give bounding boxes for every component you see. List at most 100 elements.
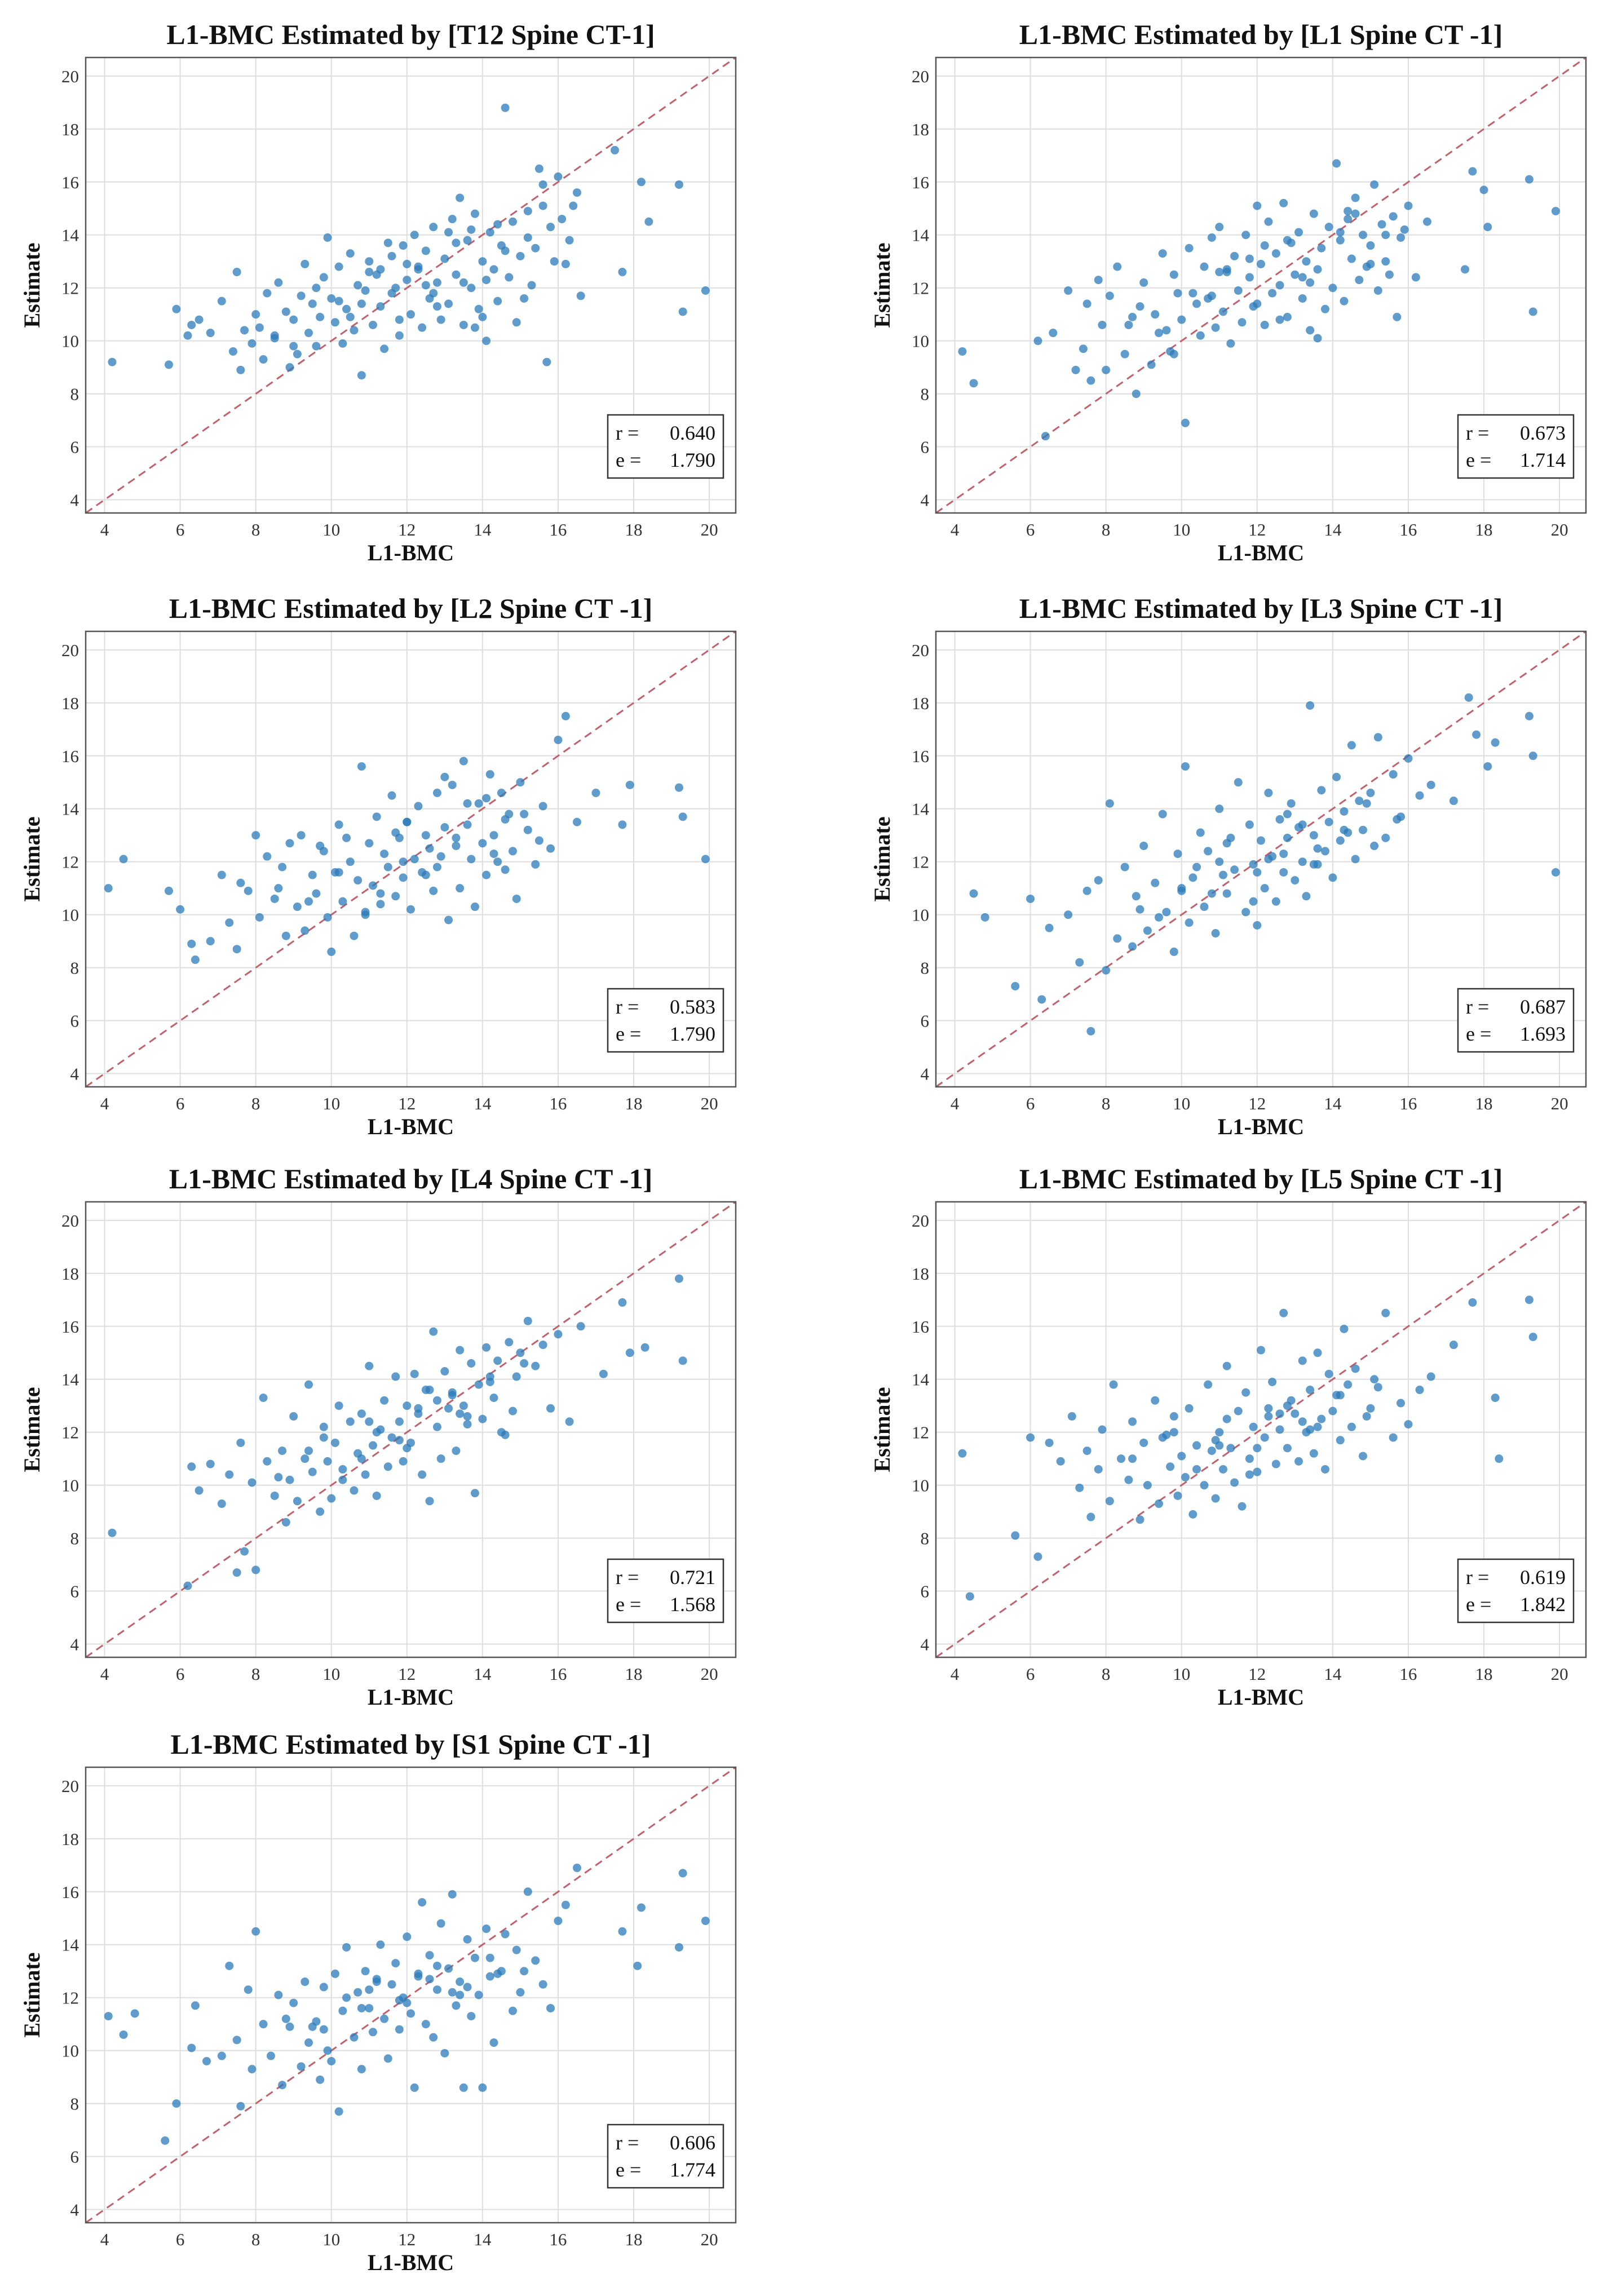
data-point [1253,1467,1262,1476]
data-point [432,278,441,287]
data-point [1472,730,1481,739]
y-tick-label: 8 [70,2094,79,2114]
data-point [1169,1428,1178,1437]
data-point [459,278,468,287]
x-tick-label: 8 [1102,1094,1111,1113]
data-point [1026,1433,1035,1442]
x-tick-label: 12 [398,520,416,539]
data-point [1317,1414,1326,1423]
data-point [300,1454,310,1463]
y-tick-label: 4 [921,1635,930,1654]
data-point [674,180,683,189]
data-point [236,365,245,374]
y-tick-label: 10 [61,1476,79,1496]
data-point [1324,817,1333,826]
y-tick-label: 16 [61,746,79,766]
data-point [1155,329,1164,338]
x-tick-label: 10 [322,2229,340,2249]
data-points [958,1295,1537,1601]
data-point [1105,799,1114,808]
data-point [418,1898,427,1907]
data-point [489,265,498,274]
data-point [346,249,355,258]
data-point [270,894,279,903]
data-point [365,1417,374,1426]
data-point [554,172,563,181]
data-point [387,791,396,800]
x-tick-label: 18 [1475,1664,1493,1684]
x-tick-label: 16 [549,520,567,539]
data-point [1483,223,1492,232]
data-point [1098,320,1107,329]
data-point [429,2033,438,2042]
data-point [440,772,449,781]
data-point [459,320,468,329]
data-point [485,1377,494,1386]
data-point [1351,193,1360,202]
data-point [248,2065,257,2074]
data-point [372,1491,381,1500]
data-point [429,223,438,232]
data-point [1124,1475,1133,1484]
data-point [236,2102,245,2111]
y-tick-label: 16 [912,172,929,192]
y-tick-label: 8 [70,958,79,978]
data-point [281,931,290,940]
data-point [202,2056,211,2065]
x-tick-label: 8 [251,2229,260,2249]
y-tick-label: 6 [70,437,79,457]
data-point [395,331,404,340]
data-point [489,831,498,840]
data-point [448,215,457,224]
data-point [368,1441,377,1450]
data-point [285,363,294,372]
data-point [493,220,502,229]
data-point [285,839,294,848]
data-point [463,820,472,829]
data-point [444,1404,453,1413]
data-point [1524,711,1534,720]
x-tick-label: 6 [176,2229,185,2249]
gridlines [86,57,736,513]
data-point [414,262,423,271]
x-tick-label: 12 [1248,1664,1266,1684]
data-point [467,855,476,864]
data-point [365,839,374,848]
data-point [1169,947,1178,956]
y-tick-label: 18 [61,1264,79,1284]
stat-label: e = [1466,1593,1491,1616]
data-point [1169,1412,1178,1421]
x-tick-label: 20 [701,1094,718,1113]
data-point [327,1494,336,1503]
data-point [538,802,547,811]
data-point [478,2083,487,2092]
data-point [1071,365,1080,374]
data-point [323,913,332,922]
y-axis-label: Estimate [869,816,895,901]
data-point [176,905,185,914]
x-tick-label: 10 [322,520,340,539]
data-point [289,342,298,351]
data-point [308,299,317,308]
data-point [1185,918,1194,927]
data-point [383,238,392,247]
x-tick-label: 8 [1102,1664,1111,1684]
plot-frame [935,56,1587,514]
data-point [463,1412,472,1421]
data-point [1064,286,1073,295]
data-point [1192,862,1201,871]
y-tick-label: 6 [70,1582,79,1602]
data-point [505,1338,514,1347]
data-point [399,873,408,882]
scatter-panel-s1: L1-BMC Estimated by [S1 Spine CT -1] 4 6 8 1… [19,1728,737,2275]
data-point [1340,297,1349,306]
data-point [1253,921,1262,930]
y-tick-label: 4 [921,1064,930,1084]
data-point [1086,1512,1095,1521]
data-point [236,1438,245,1447]
data-point [508,847,517,856]
data-point [418,323,427,332]
data-point [531,244,540,253]
data-point [342,304,351,313]
data-points [104,1864,710,2145]
